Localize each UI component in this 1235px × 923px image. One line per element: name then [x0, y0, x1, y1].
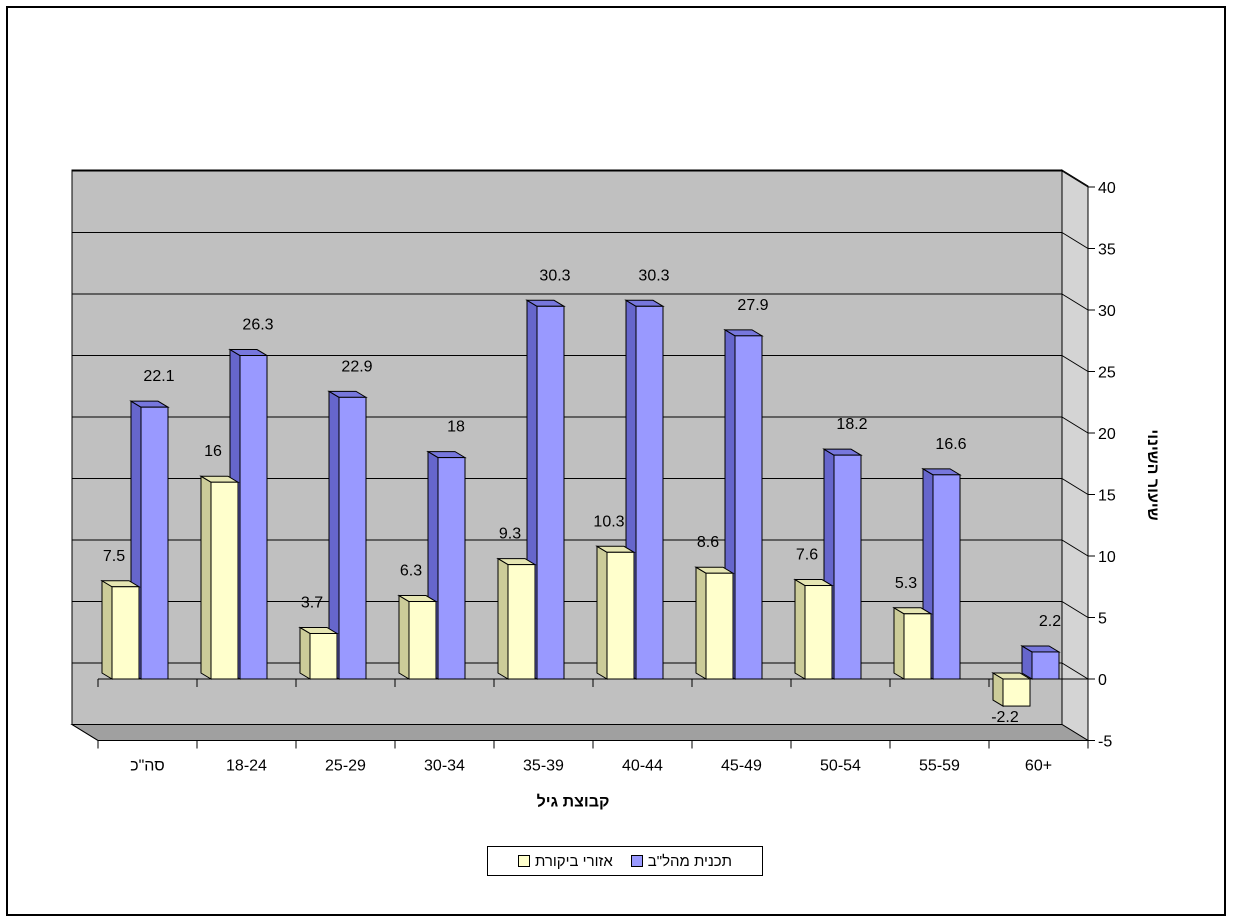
x-tick-label: סה"כ — [130, 758, 165, 775]
data-label-program: 18 — [447, 419, 465, 436]
bar — [309, 632, 338, 680]
bar — [705, 572, 734, 680]
data-label-control: -2.2 — [991, 709, 1019, 726]
y-tick-label: -5 — [1098, 734, 1112, 751]
bar-side — [299, 626, 311, 680]
data-label-program: 30.3 — [539, 267, 570, 284]
y-tick-label: 35 — [1098, 242, 1116, 259]
x-axis-depth-line — [71, 724, 99, 741]
legend: אזורי ביקורת תכנית מהל"ב — [487, 846, 763, 876]
data-label-program: 26.3 — [242, 317, 273, 334]
bar-side — [200, 475, 212, 680]
bar — [507, 564, 536, 680]
bar — [734, 335, 763, 680]
gridline-side — [1061, 416, 1089, 434]
bar — [140, 406, 169, 680]
bar-side — [497, 557, 509, 680]
legend-swatch-program — [630, 855, 643, 867]
gridline-side — [1061, 539, 1089, 557]
x-tick-label: 55-59 — [919, 758, 960, 775]
y-tick-label: 10 — [1098, 549, 1116, 566]
data-label-control: 16 — [204, 443, 222, 460]
floor — [70, 724, 1090, 741]
x-tick-label: 30-34 — [424, 758, 465, 775]
x-tick-label: 18-24 — [226, 758, 267, 775]
x-tick-label: 40-44 — [622, 758, 663, 775]
data-label-program: 2.2 — [1039, 613, 1061, 630]
data-label-program: 16.6 — [935, 436, 966, 453]
gridline-side — [1061, 232, 1089, 249]
y-tick-label: 30 — [1098, 303, 1116, 320]
data-label-program: 18.2 — [836, 416, 867, 433]
bar — [408, 601, 437, 680]
data-label-control: 9.3 — [499, 526, 521, 543]
bar — [338, 396, 367, 680]
data-label-program: 22.9 — [341, 358, 372, 375]
bar — [210, 481, 239, 680]
bar — [1002, 678, 1031, 707]
x-tick-label: 35-39 — [523, 758, 564, 775]
data-label-control: 5.3 — [895, 575, 917, 592]
x-tick-label: 45-49 — [721, 758, 762, 775]
gridline-side — [1061, 170, 1089, 188]
data-label-control: 3.7 — [301, 594, 323, 611]
data-label-program: 22.1 — [143, 368, 174, 385]
gridline-side — [1061, 662, 1089, 680]
y-tick-label: 40 — [1098, 180, 1116, 197]
bar — [804, 585, 833, 680]
bar-side — [101, 579, 113, 680]
data-label-control: 6.3 — [400, 563, 422, 580]
bar — [111, 586, 140, 680]
bar — [833, 454, 862, 680]
bar-side — [596, 545, 608, 680]
gridline-side — [1061, 355, 1089, 372]
y-tick-label: 15 — [1098, 488, 1116, 505]
y-tick-label: 5 — [1098, 611, 1107, 628]
data-label-control: 7.5 — [103, 548, 125, 565]
legend-item-program: תכנית מהל"ב — [630, 852, 733, 870]
side-wall — [1061, 169, 1089, 742]
legend-label-program: תכנית מהל"ב — [647, 852, 733, 870]
bar-side — [893, 606, 905, 680]
y-axis-title: שיעור השינוי — [1144, 429, 1161, 520]
gridline-side — [1061, 293, 1089, 311]
y-tick-label: 25 — [1098, 365, 1116, 382]
legend-swatch-control — [517, 855, 530, 867]
data-label-program: 30.3 — [638, 267, 669, 284]
legend-item-control: אזורי ביקורת — [517, 852, 613, 870]
data-label-control: 7.6 — [796, 547, 818, 564]
gridline-side — [1061, 478, 1089, 495]
bar — [606, 551, 635, 680]
bar — [903, 613, 932, 680]
data-label-program: 27.9 — [737, 297, 768, 314]
x-axis-title: קבוצת גיל — [537, 793, 610, 811]
bar — [536, 305, 565, 680]
y-tick-label: 0 — [1098, 672, 1107, 689]
x-tick-label: 25-29 — [325, 758, 366, 775]
x-tick-label: 60+ — [1025, 758, 1052, 775]
bar-side — [398, 594, 410, 680]
bar — [437, 457, 466, 680]
data-label-control: 10.3 — [593, 513, 624, 530]
bar — [635, 305, 664, 680]
bar — [239, 355, 268, 680]
gridline-side — [1061, 601, 1089, 618]
x-tick-label: 50-54 — [820, 758, 861, 775]
y-tick-label: 20 — [1098, 426, 1116, 443]
bar-side — [695, 566, 707, 680]
bar — [1031, 651, 1060, 680]
bar — [932, 474, 961, 680]
legend-label-control: אזורי ביקורת — [534, 852, 613, 870]
bar-side — [794, 578, 806, 680]
data-label-control: 8.6 — [697, 534, 719, 551]
